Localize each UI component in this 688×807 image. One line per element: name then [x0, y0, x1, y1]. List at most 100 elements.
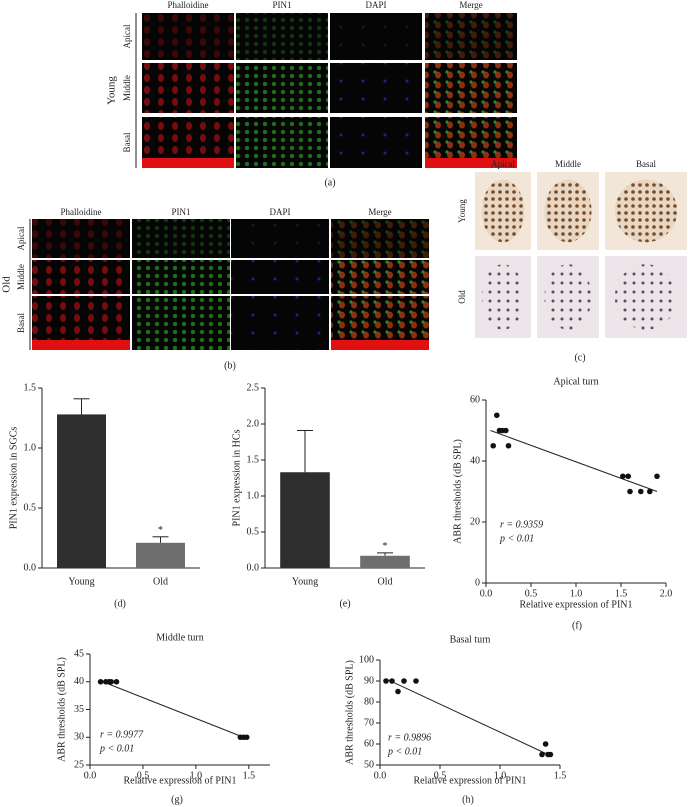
y-tick-label: 70 [364, 717, 374, 728]
y-tick-label: 1.5 [247, 454, 260, 465]
y-tick-label: 0.5 [24, 502, 37, 513]
micrograph-signal [330, 13, 422, 60]
micrograph-signal [236, 13, 328, 60]
point [627, 488, 633, 495]
micrograph-signal [544, 264, 592, 330]
y-tick-label: 25 [74, 759, 84, 770]
panel-label: (c) [574, 352, 585, 363]
micrograph-signal [236, 63, 328, 113]
micrograph-signal [132, 260, 230, 294]
panel-label: (h) [462, 794, 474, 805]
x-tick-label: Young [68, 576, 94, 587]
y-tick-label: 60 [364, 738, 374, 749]
y-tick-label: 0 [475, 577, 480, 588]
annotation: r = 0.9977 [100, 729, 144, 740]
x-tick-label: 1.5 [554, 770, 567, 781]
annotation: r = 0.9896 [388, 732, 431, 743]
micrograph-signal [142, 158, 234, 168]
micrograph-signal [142, 63, 234, 113]
micrograph-signal [32, 260, 130, 294]
column-header: DAPI [365, 0, 386, 10]
x-tick-label: Old [378, 576, 393, 587]
significance: * [158, 525, 163, 536]
y-tick-label: 2.0 [247, 418, 260, 429]
micrograph-signal [231, 296, 329, 350]
point [383, 678, 389, 684]
micrograph-signal [614, 264, 678, 330]
x-tick-label: Young [292, 576, 318, 587]
y-tick-label: 0.5 [247, 526, 260, 537]
y-tick-label: 100 [359, 654, 374, 665]
point [389, 678, 395, 684]
column-header: PIN1 [272, 0, 291, 10]
micrograph-signal [330, 63, 422, 113]
x-tick-label: 0.0 [480, 588, 493, 599]
annotation: p < 0.01 [387, 746, 422, 757]
y-tick-label: 1.0 [24, 442, 37, 453]
point [97, 678, 104, 685]
column-header: Phalloidine [61, 207, 102, 217]
micrograph-signal [330, 117, 422, 168]
column-header: DAPI [269, 207, 290, 217]
point [625, 473, 631, 480]
y-tick-label: 0.0 [247, 562, 260, 573]
annotation: r = 0.9359 [500, 519, 543, 530]
y-tick-label: 20 [470, 516, 480, 527]
column-header: Merge [368, 207, 391, 217]
point [539, 751, 545, 758]
chart-title: Basal turn [450, 634, 491, 645]
annotation: p < 0.01 [99, 743, 134, 754]
x-tick-label: 0.0 [84, 770, 97, 781]
row-label: Basal [16, 313, 26, 333]
point [113, 678, 120, 685]
annotation: p < 0.01 [499, 533, 534, 544]
x-tick-label: 0.0 [374, 770, 387, 781]
panel-label: (a) [324, 177, 335, 188]
point [108, 678, 114, 685]
point [547, 751, 554, 758]
y-axis-label: PIN1 expression in SGCs [8, 427, 19, 530]
point [395, 688, 401, 695]
y-tick-label: 2.5 [247, 382, 260, 393]
point [620, 473, 626, 480]
micrograph-signal [481, 179, 525, 243]
x-tick-label: 2.0 [660, 588, 673, 599]
bar [360, 555, 410, 568]
panel-label: (e) [339, 598, 350, 609]
y-tick-label: 0.0 [24, 562, 37, 573]
micrograph-signal [32, 219, 130, 258]
significance: * [383, 541, 388, 552]
bar [57, 414, 106, 568]
panel-label: (g) [171, 794, 183, 805]
row-label: Old [457, 290, 467, 304]
point [413, 678, 419, 684]
micrograph-signal [331, 340, 429, 350]
point [505, 442, 512, 449]
micrograph-signal [132, 296, 230, 350]
x-tick-label: 1.0 [190, 770, 203, 781]
micrograph-signal [142, 13, 234, 60]
x-tick-label: 1.5 [615, 588, 628, 599]
fit-line [490, 430, 658, 492]
micrograph-signal [425, 13, 517, 60]
y-tick-label: 50 [364, 759, 374, 770]
micrograph-signal [425, 158, 517, 168]
y-tick-label: 35 [74, 704, 84, 715]
fit-line [385, 678, 549, 755]
column-header: Middle [555, 159, 581, 169]
point [638, 488, 644, 495]
panel-label: (f) [572, 620, 582, 631]
x-axis-label: Relative expression of PIN1 [413, 775, 526, 786]
x-axis-label: Relative expression of PIN1 [123, 775, 236, 786]
x-tick-label: Old [153, 576, 168, 587]
chart-title: Middle turn [156, 632, 204, 643]
row-label: Middle [16, 264, 26, 290]
group-label: Old [1, 276, 13, 293]
y-tick-label: 40 [74, 676, 84, 687]
column-header: Merge [459, 0, 482, 10]
micrograph-signal [425, 63, 517, 113]
point [542, 741, 549, 747]
fit-line [102, 681, 244, 738]
y-tick-label: 1.5 [24, 382, 37, 393]
micrograph-signal [231, 260, 329, 294]
